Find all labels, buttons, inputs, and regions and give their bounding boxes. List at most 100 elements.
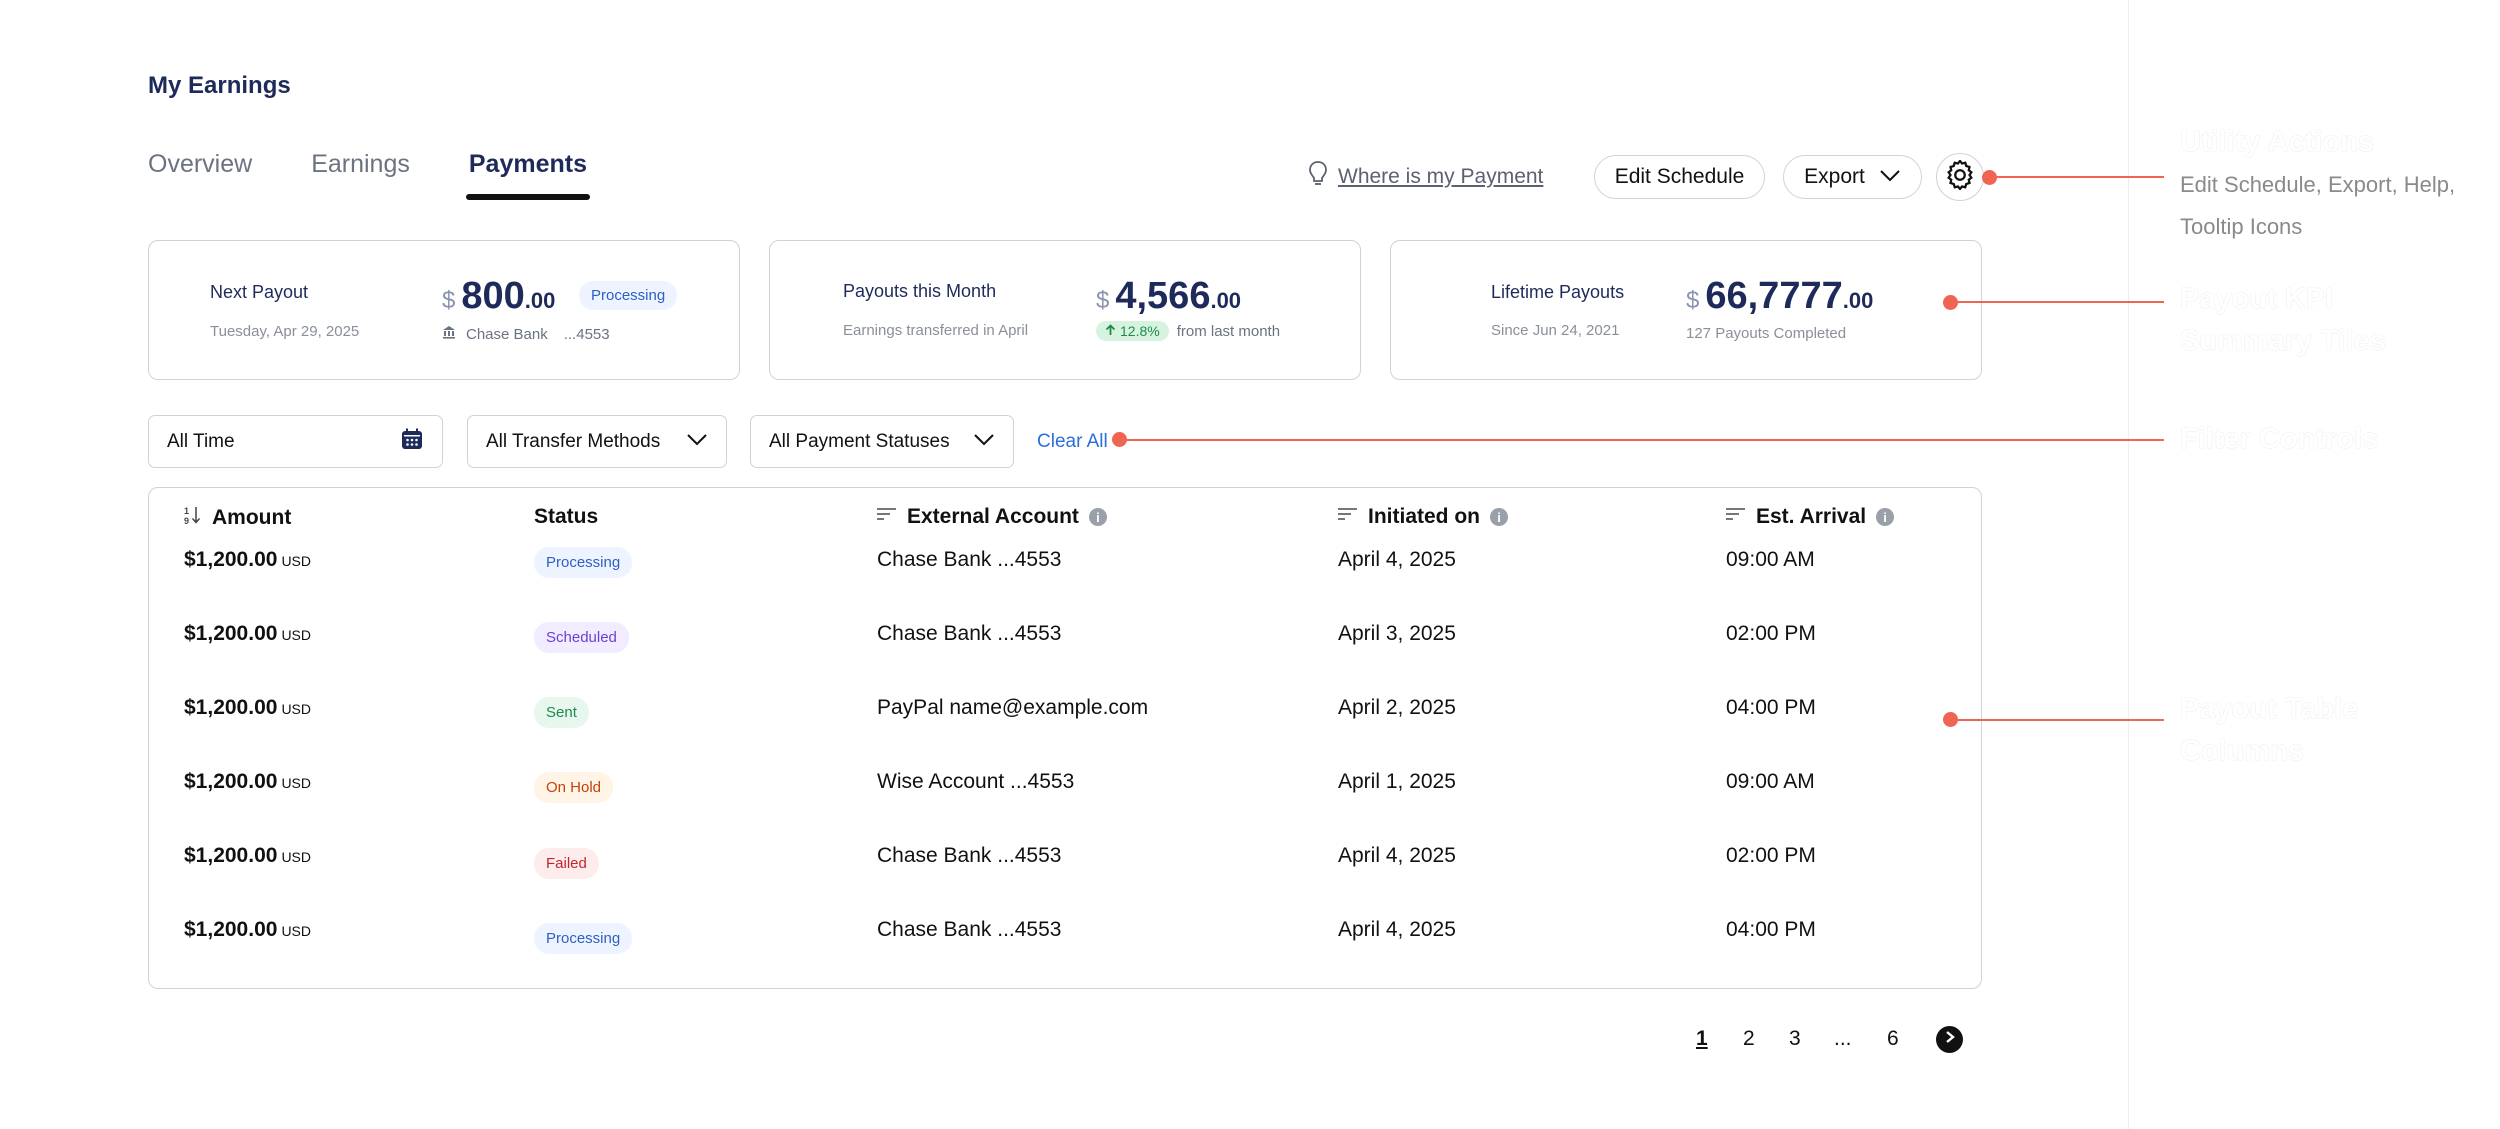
chevron-down-icon bbox=[973, 431, 995, 453]
amount-whole: 66,7777 bbox=[1705, 275, 1843, 317]
initiated-date-cell: April 2, 2025 bbox=[1338, 696, 1456, 719]
table-row-amount: $1,200.00 USD bbox=[184, 770, 311, 794]
kpi-subtitle: Since Jun 24, 2021 bbox=[1491, 322, 1620, 339]
kpi-amount: $ 4,566 .00 bbox=[1096, 275, 1241, 318]
kpi-payout-count: 127 Payouts Completed bbox=[1686, 325, 1847, 342]
date-range-filter[interactable]: All Time bbox=[148, 415, 443, 468]
tab-earnings[interactable]: Earnings bbox=[311, 150, 410, 178]
annotation-title: Utility Actions bbox=[2180, 126, 2374, 158]
annotation-title: Payout Table Columns bbox=[2180, 693, 2359, 767]
amount-unit: USD bbox=[281, 923, 311, 939]
status-badge: Processing bbox=[579, 281, 678, 310]
amount-cents: .00 bbox=[1842, 288, 1874, 313]
tab-bar: Overview Earnings Payments bbox=[148, 150, 591, 200]
info-icon[interactable]: i bbox=[1876, 508, 1895, 526]
annotation-panel-divider bbox=[2128, 0, 2129, 1129]
kpi-date: Tuesday, Apr 29, 2025 bbox=[210, 323, 360, 340]
filter-lines-icon bbox=[1338, 505, 1358, 529]
arrow-up-icon bbox=[1105, 323, 1116, 339]
annotation-title: Filter Controls bbox=[2180, 423, 2379, 455]
external-account-cell: Chase Bank ...4553 bbox=[877, 622, 1062, 645]
initiated-date-cell: April 4, 2025 bbox=[1338, 548, 1456, 571]
next-page-button[interactable] bbox=[1936, 1026, 1963, 1053]
table-row-amount: $1,200.00 USD bbox=[184, 696, 311, 720]
callout-line bbox=[1950, 301, 2164, 303]
external-account-cell: Wise Account ...4553 bbox=[877, 770, 1075, 793]
status-filter-value: All Payment Statuses bbox=[769, 430, 950, 452]
kpi-next-payout-card: Next Payout Tuesday, Apr 29, 2025 $ 800 … bbox=[148, 240, 740, 380]
calendar-icon bbox=[400, 427, 424, 457]
callout-line bbox=[1120, 439, 2164, 441]
status-badge: Scheduled bbox=[534, 622, 629, 653]
page-link-6[interactable]: 6 bbox=[1887, 1027, 1899, 1050]
initiated-date-cell: April 3, 2025 bbox=[1338, 622, 1456, 645]
settings-button[interactable] bbox=[1936, 153, 1984, 201]
info-icon[interactable]: i bbox=[1490, 508, 1508, 526]
chevron-right-icon bbox=[1944, 1030, 1956, 1049]
column-header-label: Initiated on bbox=[1368, 505, 1480, 528]
bank-account: ...4553 bbox=[563, 325, 610, 343]
amount-unit: USD bbox=[281, 553, 311, 569]
external-account-cell: Chase Bank ...4553 bbox=[877, 918, 1062, 941]
callout-dot bbox=[1982, 170, 1997, 185]
payment-status-filter[interactable]: All Payment Statuses bbox=[750, 415, 1014, 468]
filter-lines-icon bbox=[1726, 505, 1746, 529]
column-header-status[interactable]: Status bbox=[534, 505, 598, 529]
tab-overview[interactable]: Overview bbox=[148, 150, 253, 178]
table-row-amount: $1,200.00 USD bbox=[184, 918, 311, 942]
page-title: My Earnings bbox=[148, 72, 291, 99]
export-dropdown[interactable]: Export bbox=[1783, 155, 1922, 199]
amount-value: $1,200.00 bbox=[184, 770, 278, 793]
column-header-est-arrival[interactable]: Est. Arrival i bbox=[1726, 505, 1895, 529]
column-header-label: Status bbox=[534, 505, 599, 528]
where-is-my-payment-link[interactable]: Where is my Payment bbox=[1308, 160, 1543, 194]
amount-whole: 4,566 bbox=[1115, 275, 1211, 317]
change-badge: 12.8% bbox=[1096, 321, 1169, 341]
chevron-down-icon bbox=[1879, 165, 1901, 189]
page-link-3[interactable]: 3 bbox=[1789, 1027, 1801, 1050]
amount-cents: .00 bbox=[524, 288, 556, 313]
amount-cents: .00 bbox=[1210, 288, 1242, 313]
method-filter-value: All Transfer Methods bbox=[486, 430, 661, 452]
annotation-title: Payout KPI Summary Tiles bbox=[2180, 283, 2386, 357]
kpi-bank-line: Chase Bank ...4553 bbox=[442, 325, 610, 343]
tab-payments[interactable]: Payments bbox=[465, 150, 591, 200]
arrival-time-cell: 09:00 AM bbox=[1726, 548, 1815, 571]
page-link-2[interactable]: 2 bbox=[1743, 1027, 1755, 1050]
amount-value: $1,200.00 bbox=[184, 918, 278, 941]
info-icon[interactable]: i bbox=[1088, 508, 1107, 526]
external-account-cell: PayPal name@example.com bbox=[877, 696, 1149, 719]
edit-schedule-label: Edit Schedule bbox=[1614, 165, 1745, 188]
table-row-amount: $1,200.00 USD bbox=[184, 548, 311, 572]
amount-value: $1,200.00 bbox=[184, 622, 278, 645]
callout-line bbox=[1990, 176, 2164, 178]
edit-schedule-button[interactable]: Edit Schedule bbox=[1594, 155, 1765, 199]
column-header-initiated-on[interactable]: Initiated on i bbox=[1338, 505, 1508, 529]
currency-symbol: $ bbox=[1096, 287, 1110, 314]
page-link-1[interactable]: 1 bbox=[1696, 1027, 1708, 1050]
column-header-external-account[interactable]: External Account i bbox=[877, 505, 1107, 529]
initiated-date-cell: April 1, 2025 bbox=[1338, 770, 1456, 793]
lightbulb-icon bbox=[1308, 160, 1328, 194]
amount-whole: 800 bbox=[461, 275, 525, 317]
arrival-time-cell: 04:00 PM bbox=[1726, 696, 1816, 719]
amount-value: $1,200.00 bbox=[184, 844, 278, 867]
change-value: 12.8% bbox=[1120, 323, 1160, 339]
callout-line bbox=[1950, 719, 2164, 721]
arrival-time-cell: 09:00 AM bbox=[1726, 770, 1815, 793]
amount-unit: USD bbox=[281, 627, 311, 643]
kpi-subtitle: Earnings transferred in April bbox=[843, 322, 1029, 339]
amount-value: $1,200.00 bbox=[184, 696, 278, 719]
clear-all-link[interactable]: Clear All bbox=[1037, 431, 1108, 452]
annotation-description: Edit Schedule, Export, Help, Tooltip Ico… bbox=[2180, 172, 2456, 239]
amount-unit: USD bbox=[281, 775, 311, 791]
transfer-method-filter[interactable]: All Transfer Methods bbox=[467, 415, 727, 468]
status-badge: Processing bbox=[534, 923, 633, 954]
column-header-label: External Account bbox=[907, 505, 1079, 528]
initiated-date-cell: April 4, 2025 bbox=[1338, 844, 1456, 867]
arrival-time-cell: 04:00 PM bbox=[1726, 918, 1816, 941]
column-header-label: Est. Arrival bbox=[1756, 505, 1867, 528]
gear-icon bbox=[1945, 158, 1975, 195]
